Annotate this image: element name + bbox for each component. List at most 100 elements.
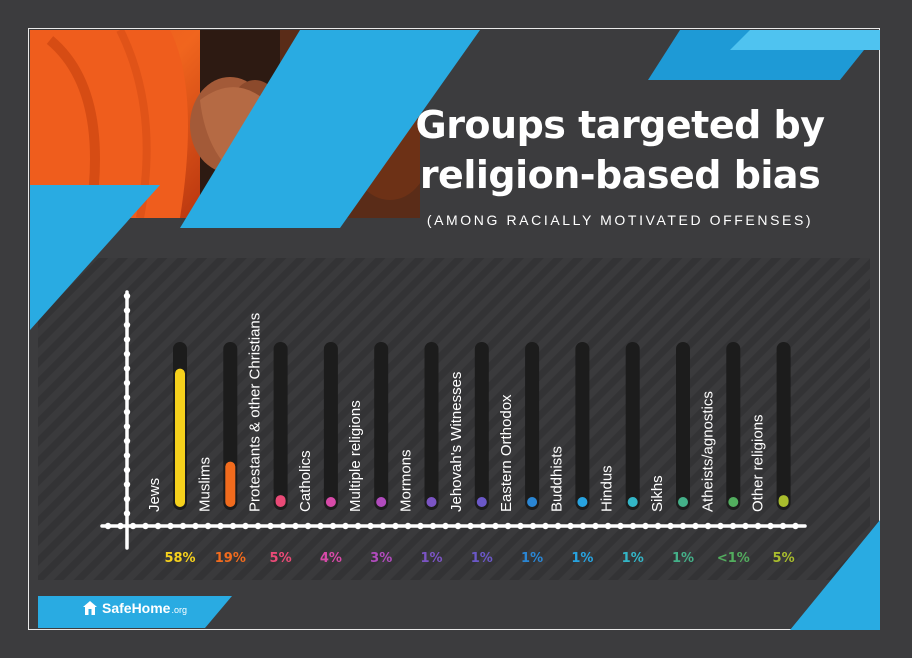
x-axis-dot <box>429 522 437 530</box>
category-label: Mormons <box>398 449 415 512</box>
y-axis-dot <box>123 336 131 343</box>
x-axis-dot <box>342 522 349 530</box>
x-axis-dot <box>254 522 262 530</box>
value-label: 1% <box>471 551 493 566</box>
x-axis-dot <box>317 522 324 530</box>
bar-track <box>474 342 489 510</box>
category-label: Eastern Orthodox <box>498 394 515 512</box>
y-axis-dot <box>123 365 131 372</box>
logo-suffix: .org <box>171 605 187 615</box>
x-axis-dot <box>579 522 587 530</box>
bar <box>778 495 789 507</box>
bar-track <box>323 342 338 510</box>
category-label: Catholics <box>297 450 314 512</box>
value-label: 5% <box>773 551 795 566</box>
bar <box>627 497 638 507</box>
value-label: 5% <box>270 551 292 566</box>
chart-subtitle: (AMONG RACIALLY MOTIVATED OFFENSES) <box>426 212 814 228</box>
y-axis-dot <box>123 379 131 387</box>
bar <box>325 497 336 507</box>
x-axis-dot <box>292 522 299 530</box>
title-line-2: religion-based bias <box>419 153 821 197</box>
x-axis-dot <box>454 522 462 530</box>
bar-track <box>575 342 590 510</box>
x-axis-dot <box>329 522 337 530</box>
value-label: 1% <box>420 551 442 566</box>
y-axis-dot <box>123 510 131 517</box>
safehome-logo[interactable]: SafeHome .org <box>82 600 187 616</box>
value-label: 3% <box>370 551 392 566</box>
bar-track <box>273 342 288 510</box>
x-axis-dot <box>504 522 512 530</box>
y-axis-dot <box>123 394 131 401</box>
x-axis-dot <box>592 522 599 530</box>
category-label: Protestants & other Christians <box>247 313 264 512</box>
x-axis-dot <box>642 522 649 530</box>
y-axis-dot <box>123 307 131 314</box>
x-axis-dot <box>729 522 737 530</box>
x-axis-dot <box>479 522 487 530</box>
x-axis-dot <box>229 522 237 530</box>
x-axis-dot <box>679 522 687 530</box>
bar <box>476 497 487 507</box>
x-axis-dot <box>667 522 674 530</box>
x-axis-dot <box>204 522 212 530</box>
bar <box>275 495 286 507</box>
x-axis-dot <box>117 522 124 530</box>
x-axis-dot <box>554 522 562 530</box>
x-axis-dot <box>442 522 449 530</box>
bar <box>527 497 538 507</box>
x-axis-dot <box>417 522 424 530</box>
category-label: Jehovah's Witnesses <box>448 372 465 512</box>
x-axis-dot <box>604 522 612 530</box>
x-axis-dot <box>654 522 662 530</box>
category-label: Other religions <box>750 414 767 512</box>
x-axis-dot <box>704 522 712 530</box>
x-axis-dot <box>529 522 537 530</box>
y-axis-dot <box>123 452 131 459</box>
value-label: <1% <box>717 551 750 566</box>
category-label: Hindus <box>599 465 616 512</box>
x-axis-dot <box>542 522 549 530</box>
category-label: Multiple religions <box>347 400 364 512</box>
x-axis-dot <box>792 522 799 530</box>
x-axis-dot <box>404 522 412 530</box>
x-axis-dot <box>154 522 162 530</box>
category-label: Sikhs <box>649 475 666 512</box>
y-axis-dot <box>123 408 131 416</box>
chart-title: Groups targeted by religion-based bias <box>400 100 840 200</box>
bar-track <box>676 342 690 510</box>
x-axis-dot <box>492 522 499 530</box>
x-axis-dot <box>379 522 387 530</box>
x-axis-dot <box>392 522 399 530</box>
bar-track <box>525 342 540 510</box>
category-label: Atheists/agnostics <box>699 391 716 512</box>
x-axis-dot <box>567 522 574 530</box>
value-label: 58% <box>164 551 195 566</box>
value-label: 19% <box>215 551 246 566</box>
x-axis-dot <box>192 522 199 530</box>
bar-track <box>726 342 741 510</box>
category-label: Buddhists <box>548 446 565 512</box>
x-axis-dot <box>617 522 624 530</box>
x-axis-dot <box>354 522 362 530</box>
y-axis-dot <box>123 481 131 488</box>
bar-track <box>424 342 439 510</box>
category-label: Muslims <box>196 457 213 512</box>
bar <box>728 497 739 507</box>
x-axis-dot <box>129 522 137 530</box>
x-axis-dot <box>467 522 474 530</box>
value-label: 1% <box>521 551 543 566</box>
category-label: Jews <box>146 478 163 512</box>
bar-track <box>374 342 389 510</box>
value-label: 1% <box>672 551 694 566</box>
x-axis-dot <box>167 522 174 530</box>
x-axis-dot <box>267 522 274 530</box>
bar <box>426 497 437 507</box>
y-axis-dot <box>123 423 131 430</box>
bar-track <box>625 342 640 510</box>
y-axis-dot <box>123 466 131 474</box>
x-axis-dot <box>692 522 699 530</box>
